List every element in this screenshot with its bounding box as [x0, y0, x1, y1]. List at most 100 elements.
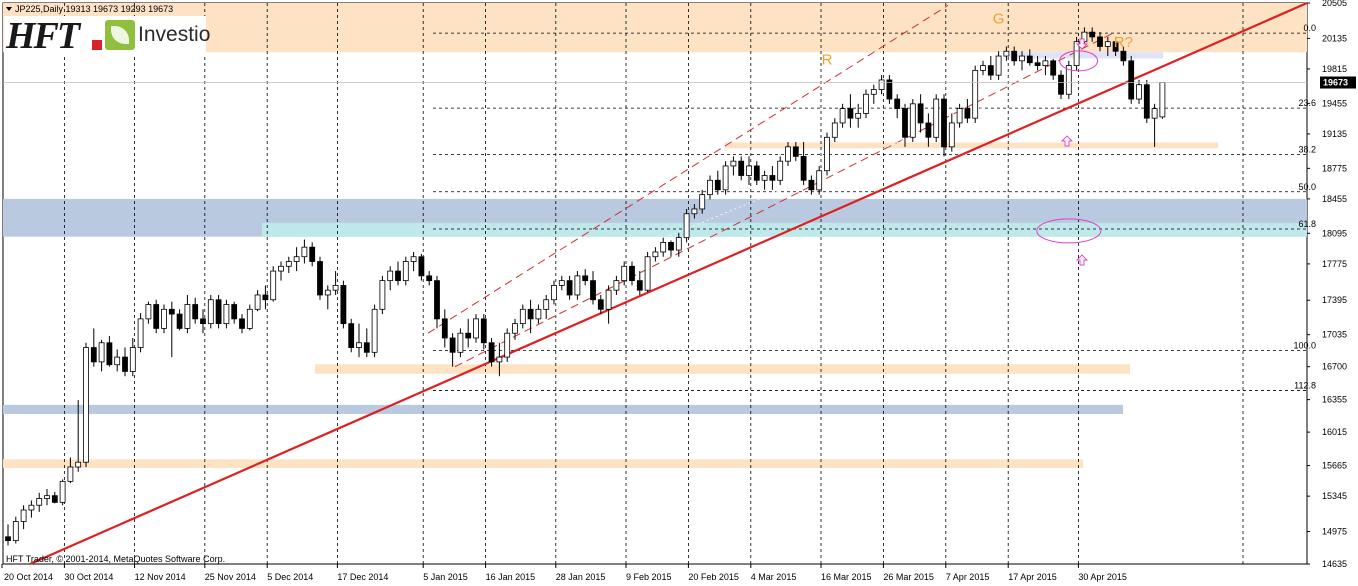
bull-candle-body [473, 318, 479, 339]
candle [1151, 103, 1158, 147]
bull-candle-body [816, 170, 823, 191]
candle [691, 204, 698, 219]
x-tick-label: 16 Mar 2015 [821, 572, 872, 582]
bear-candle-body [192, 304, 199, 320]
candle [925, 113, 932, 147]
copyright-text: HFT Trader, © 2001-2014, MetaQuotes Soft… [6, 554, 225, 564]
candle [129, 337, 136, 377]
bear-candle-body [917, 103, 924, 124]
candle [36, 492, 43, 512]
candle [1011, 46, 1018, 66]
candle [28, 500, 35, 518]
candle [1034, 56, 1041, 71]
bull-candle-body [129, 347, 136, 372]
chart-annotation-label: G [993, 10, 1005, 27]
bull-candle-body [145, 304, 152, 320]
header-triangle-icon[interactable] [6, 7, 12, 11]
bull-candle-body [254, 294, 261, 310]
candle [558, 275, 565, 291]
candle [987, 56, 994, 80]
bear-candle-body [200, 318, 206, 325]
candle [418, 253, 425, 281]
candle [980, 60, 986, 76]
annotations-layer: R G R? [822, 10, 1133, 266]
bear-candle-body [714, 179, 721, 191]
candle [278, 261, 284, 281]
bull-candle-body [613, 280, 620, 291]
bull-candle-body [948, 122, 955, 148]
candle [293, 247, 300, 272]
main-uptrend-line [29, 1, 1308, 566]
x-tick-label: 17 Apr 2015 [1008, 572, 1057, 582]
candle [917, 94, 924, 133]
candle [972, 65, 979, 123]
bull-candle-body [59, 480, 66, 503]
x-tick-label: 7 Apr 2015 [946, 572, 990, 582]
bear-candle-body [753, 165, 760, 181]
bull-candle-body [644, 256, 651, 291]
bull-candle-body [605, 289, 612, 310]
candle [847, 94, 854, 128]
bull-candle-body [44, 495, 50, 499]
candle [582, 269, 589, 286]
zones-layer [3, 3, 1307, 468]
bear-candle-body [1143, 84, 1150, 119]
candle [90, 328, 97, 367]
candle [239, 314, 245, 334]
bull-candle-body [207, 299, 214, 325]
bull-candle-body [457, 332, 464, 353]
bear-candle-body [566, 280, 573, 296]
y-tick-label: 19135 [1322, 129, 1347, 139]
candle [831, 118, 838, 143]
candle [83, 342, 89, 467]
candle [207, 294, 214, 329]
bull-candle-body [777, 160, 784, 181]
candle [995, 51, 1002, 80]
bull-candle-body [504, 332, 511, 358]
bear-candle-body [1128, 60, 1135, 100]
support-zone-cyan [262, 222, 1307, 237]
candle [480, 314, 487, 350]
bull-candle-body [379, 280, 386, 310]
candle [933, 94, 940, 143]
bull-candle-body [184, 304, 191, 329]
bull-candle-body [660, 242, 667, 253]
channel-upper-line [427, 4, 949, 334]
y-tick-label: 15665 [1322, 461, 1347, 471]
candle [675, 232, 682, 257]
candle [1058, 70, 1064, 100]
bull-candle-body [785, 146, 791, 162]
bear-candle-body [122, 356, 128, 372]
candle [262, 285, 269, 310]
bear-candle-body [1011, 50, 1018, 62]
bull-candle-body [746, 165, 752, 176]
bear-candle-body [964, 108, 971, 119]
candle [465, 318, 472, 348]
x-tick-label: 26 Mar 2015 [883, 572, 934, 582]
candle [1042, 56, 1049, 76]
candle [106, 336, 113, 367]
candle [12, 516, 19, 544]
bear-candle-body [1050, 60, 1057, 76]
y-tick-label: 16015 [1322, 427, 1347, 437]
bull-candle-body [1003, 50, 1010, 57]
bear-candle-body [808, 179, 815, 191]
bear-candle-body [153, 304, 160, 329]
bear-candle-body [106, 342, 113, 366]
bull-candle-body [324, 289, 331, 296]
x-tick-label: 28 Jan 2015 [556, 572, 606, 582]
candle [145, 301, 152, 324]
y-axis: 20505 20135 19815 19455 19135 18775 18455 18095… [1307, 0, 1356, 569]
bear-candle-body [1058, 74, 1064, 95]
bull-candle-body [410, 256, 417, 262]
bear-candle-body [317, 261, 323, 296]
fib-level-label: 0.0 [1303, 23, 1316, 33]
candle [168, 301, 175, 358]
bull-candle-body [980, 65, 986, 71]
plot-background [2, 2, 1308, 565]
zone-low-blue [3, 404, 1123, 414]
candle [855, 103, 862, 128]
candle [51, 491, 58, 504]
hft-investio-logo: HFT Investio [4, 16, 210, 56]
